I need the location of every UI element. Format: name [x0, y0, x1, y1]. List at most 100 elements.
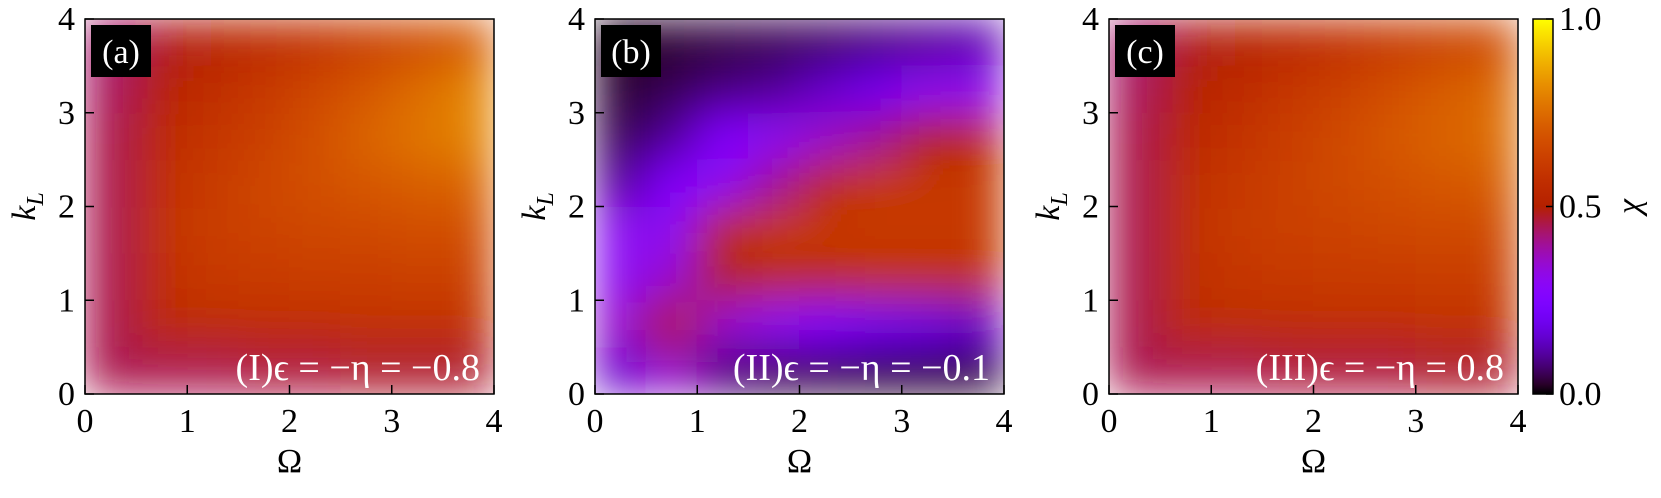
colorbar-tick-label: 0.5 [1559, 189, 1602, 226]
panel-label: (c) [1126, 34, 1164, 71]
cell [1415, 65, 1468, 114]
cell [289, 65, 342, 114]
cell [1159, 206, 1212, 254]
cell [645, 252, 698, 301]
cell [1210, 159, 1263, 207]
cell [1313, 159, 1366, 207]
cell [1364, 346, 1417, 394]
panel-label: (b) [611, 34, 651, 71]
y-axis-label-sub: L [23, 192, 49, 206]
cell [85, 252, 137, 301]
x-tick-label: 1 [689, 403, 706, 440]
cell [1261, 252, 1314, 301]
cell [442, 252, 494, 301]
cell [799, 112, 852, 161]
cell [747, 19, 800, 67]
cell [696, 252, 749, 301]
cell [1210, 346, 1263, 394]
x-tick-label: 1 [179, 403, 196, 440]
cell [1210, 299, 1263, 348]
cell [186, 299, 239, 348]
y-axis-label: kL [6, 192, 49, 220]
y-tick-label: 3 [568, 95, 585, 132]
cell [340, 159, 393, 207]
cell [186, 65, 239, 114]
cell [237, 252, 290, 301]
y-tick-label: 2 [58, 189, 75, 226]
y-tick-label: 0 [568, 376, 585, 413]
cell [1364, 112, 1417, 161]
cell [135, 346, 188, 394]
cell [186, 206, 239, 254]
cell [289, 19, 342, 67]
cell [340, 65, 393, 114]
cell [952, 65, 1004, 114]
cell [595, 299, 647, 348]
cell [952, 206, 1004, 254]
y-tick-label: 0 [58, 376, 75, 413]
cell [340, 206, 393, 254]
heatmap [85, 19, 494, 394]
cell [901, 252, 954, 301]
cell [1415, 299, 1468, 348]
y-axis-label-main: k [6, 205, 43, 221]
cell [901, 206, 954, 254]
cell [391, 159, 444, 207]
cell [186, 19, 239, 67]
cell [901, 19, 954, 67]
y-axis-label: kL [1030, 192, 1073, 220]
cell [289, 252, 342, 301]
y-tick-label: 3 [1082, 95, 1099, 132]
cell [1210, 112, 1263, 161]
cell [289, 159, 342, 207]
y-tick-label: 1 [568, 282, 585, 319]
cell [696, 159, 749, 207]
cell [135, 299, 188, 348]
cell [391, 299, 444, 348]
x-axis-label: Ω [277, 443, 302, 480]
cell [1364, 252, 1417, 301]
cell [1313, 346, 1366, 394]
cell [442, 299, 494, 348]
cell [747, 65, 800, 114]
cell [1210, 252, 1263, 301]
cell [237, 299, 290, 348]
cell [1364, 65, 1417, 114]
cell [237, 112, 290, 161]
x-tick-label: 4 [996, 403, 1013, 440]
x-tick-label: 3 [383, 403, 400, 440]
y-tick-label: 2 [1082, 189, 1099, 226]
cell [1109, 112, 1161, 161]
colorbar-label: χ [1611, 198, 1648, 217]
cell [85, 206, 137, 254]
x-tick-label: 0 [587, 403, 604, 440]
cell [595, 206, 647, 254]
cell [289, 112, 342, 161]
cell [442, 19, 494, 67]
cell [237, 159, 290, 207]
x-tick-label: 4 [1510, 403, 1527, 440]
y-tick-label: 3 [58, 95, 75, 132]
cell [289, 346, 342, 394]
cell [135, 252, 188, 301]
cell [442, 159, 494, 207]
x-tick-label: 1 [1203, 403, 1220, 440]
cell [952, 252, 1004, 301]
cell [1415, 112, 1468, 161]
cell [340, 112, 393, 161]
cell [1109, 299, 1161, 348]
cell [850, 65, 903, 114]
cell [1210, 19, 1263, 67]
cell [391, 112, 444, 161]
cell [1159, 346, 1212, 394]
cell [747, 346, 800, 394]
cell [442, 65, 494, 114]
cell [595, 346, 647, 394]
cell [391, 65, 444, 114]
cell [442, 112, 494, 161]
cell [952, 19, 1004, 67]
cell [901, 346, 954, 394]
cell [747, 299, 800, 348]
x-tick-label: 3 [1407, 403, 1424, 440]
